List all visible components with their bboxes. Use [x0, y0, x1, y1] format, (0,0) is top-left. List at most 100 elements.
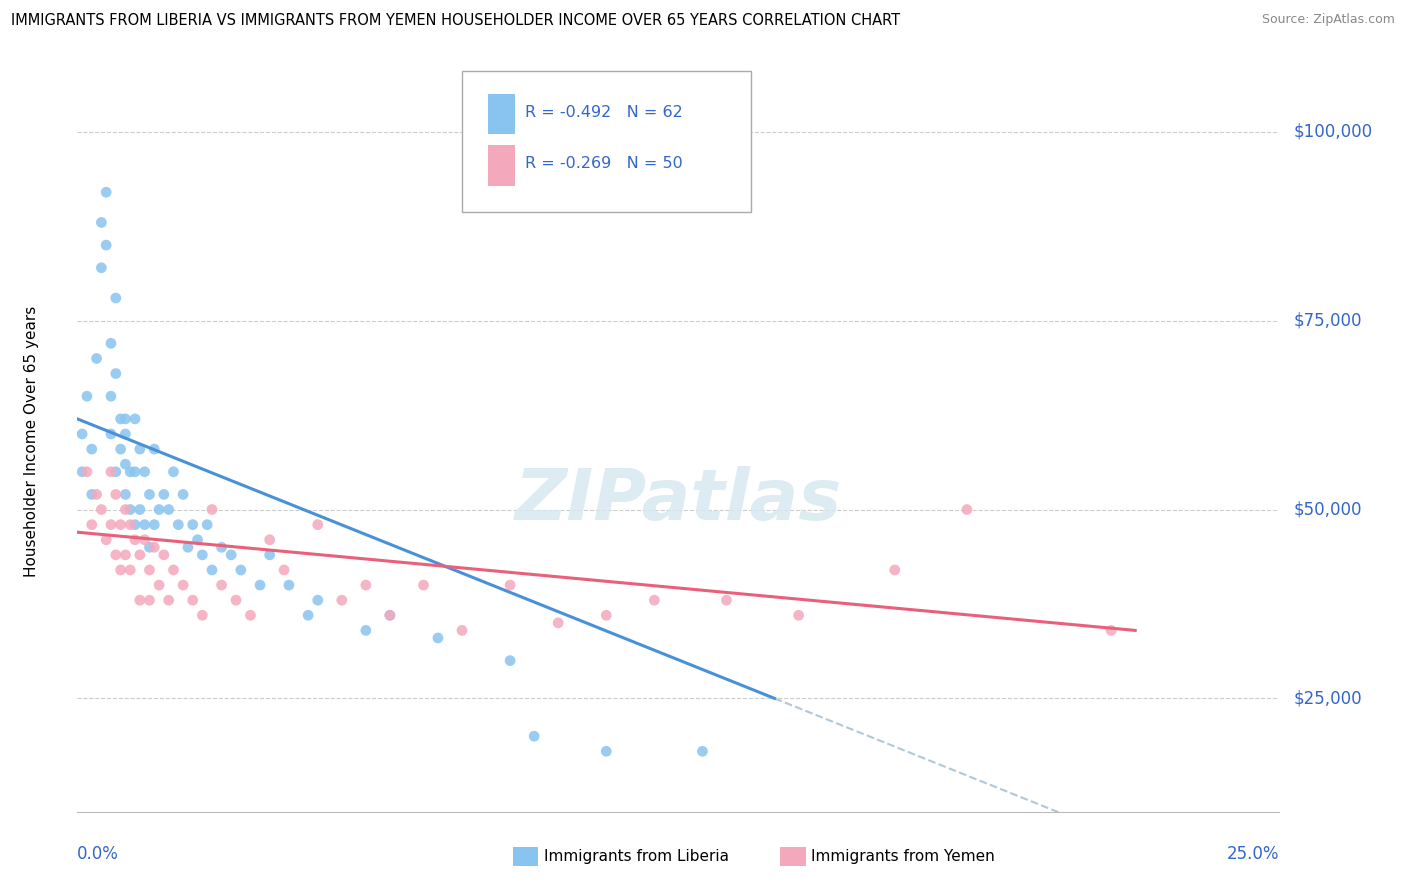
Point: [259, 533, 281, 547]
Point: [523, 729, 546, 743]
Point: [1099, 624, 1122, 638]
FancyBboxPatch shape: [463, 71, 751, 212]
Point: [104, 487, 127, 501]
Point: [172, 578, 194, 592]
Point: [157, 593, 180, 607]
Point: [307, 593, 329, 607]
Point: [451, 624, 474, 638]
Point: [219, 548, 242, 562]
Point: [177, 541, 200, 555]
Point: [181, 517, 204, 532]
Point: [114, 548, 136, 562]
Text: IMMIGRANTS FROM LIBERIA VS IMMIGRANTS FROM YEMEN HOUSEHOLDER INCOME OVER 65 YEAR: IMMIGRANTS FROM LIBERIA VS IMMIGRANTS FR…: [11, 13, 900, 29]
Point: [162, 465, 184, 479]
Point: [378, 608, 401, 623]
Point: [76, 389, 98, 403]
Point: [259, 548, 281, 562]
Point: [162, 563, 184, 577]
Point: [134, 533, 156, 547]
Point: [211, 578, 233, 592]
Point: [104, 367, 127, 381]
Point: [499, 578, 522, 592]
Point: [134, 517, 156, 532]
Text: $50,000: $50,000: [1294, 500, 1362, 518]
Point: [128, 502, 150, 516]
Point: [956, 502, 979, 516]
Point: [692, 744, 714, 758]
Point: [273, 563, 295, 577]
FancyBboxPatch shape: [488, 94, 515, 135]
Point: [110, 517, 132, 532]
Text: Householder Income Over 65 years: Householder Income Over 65 years: [24, 306, 39, 577]
Text: Source: ZipAtlas.com: Source: ZipAtlas.com: [1261, 13, 1395, 27]
Text: R = -0.269   N = 50: R = -0.269 N = 50: [524, 156, 682, 171]
Point: [167, 517, 190, 532]
Text: 25.0%: 25.0%: [1227, 845, 1279, 863]
Point: [90, 260, 112, 275]
Point: [76, 465, 98, 479]
Point: [153, 487, 176, 501]
Point: [277, 578, 299, 592]
Point: [148, 578, 170, 592]
Point: [191, 608, 214, 623]
Text: $75,000: $75,000: [1294, 311, 1362, 330]
Point: [96, 238, 118, 252]
Point: [378, 608, 401, 623]
Point: [104, 291, 127, 305]
Point: [716, 593, 738, 607]
FancyBboxPatch shape: [488, 145, 515, 186]
Text: Immigrants from Yemen: Immigrants from Yemen: [811, 849, 995, 863]
Point: [110, 563, 132, 577]
Point: [229, 563, 252, 577]
Point: [239, 608, 262, 623]
Point: [114, 427, 136, 442]
Point: [201, 502, 224, 516]
Point: [104, 465, 127, 479]
Point: [90, 215, 112, 229]
Point: [195, 517, 218, 532]
Point: [143, 517, 166, 532]
Point: [96, 533, 118, 547]
Point: [104, 548, 127, 562]
Point: [499, 654, 522, 668]
Point: [427, 631, 450, 645]
Point: [138, 541, 160, 555]
Point: [114, 487, 136, 501]
Point: [80, 517, 103, 532]
Point: [100, 389, 122, 403]
Point: [412, 578, 434, 592]
Point: [124, 517, 146, 532]
Point: [100, 517, 122, 532]
Point: [148, 502, 170, 516]
Point: [80, 442, 103, 456]
Point: [90, 502, 112, 516]
Text: $100,000: $100,000: [1294, 123, 1372, 141]
Text: Immigrants from Liberia: Immigrants from Liberia: [544, 849, 730, 863]
Point: [143, 442, 166, 456]
Point: [128, 442, 150, 456]
Point: [249, 578, 271, 592]
Point: [138, 593, 160, 607]
Point: [86, 487, 108, 501]
Point: [354, 578, 377, 592]
Point: [307, 517, 329, 532]
Point: [138, 563, 160, 577]
Point: [134, 465, 156, 479]
Point: [100, 465, 122, 479]
Text: ZIPatlas: ZIPatlas: [515, 467, 842, 535]
Point: [883, 563, 905, 577]
Point: [96, 186, 118, 200]
Text: 0.0%: 0.0%: [77, 845, 120, 863]
Point: [143, 541, 166, 555]
Point: [114, 457, 136, 471]
Point: [172, 487, 194, 501]
Text: R = -0.492   N = 62: R = -0.492 N = 62: [524, 104, 682, 120]
Point: [70, 427, 93, 442]
Point: [354, 624, 377, 638]
Point: [86, 351, 108, 366]
Point: [128, 593, 150, 607]
Point: [181, 593, 204, 607]
Point: [70, 465, 93, 479]
Point: [191, 548, 214, 562]
Point: [157, 502, 180, 516]
